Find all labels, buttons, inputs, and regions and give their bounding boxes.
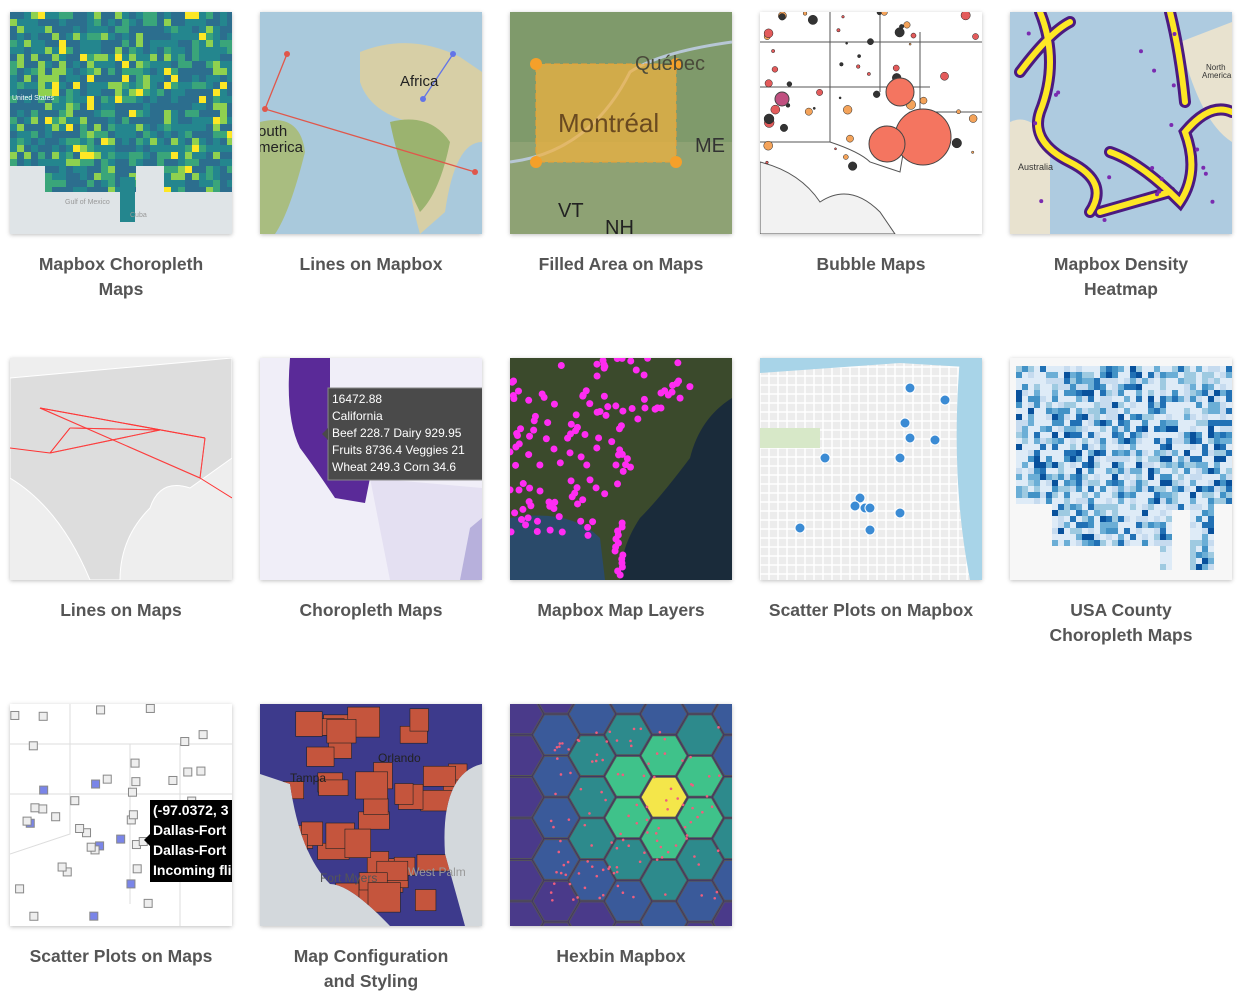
map-label: Gulf of Mexico [65, 199, 110, 206]
gallery-card[interactable]: Mapbox Map Layers [500, 358, 750, 688]
thumbnail[interactable] [510, 704, 732, 926]
map-label: Incoming fli [153, 862, 232, 878]
map-label: ME [695, 135, 725, 157]
thumbnail[interactable] [10, 358, 232, 580]
gallery-card[interactable]: Scatter Plots on Mapbox [750, 358, 1000, 688]
map-label: Orlando [378, 751, 421, 765]
gallery-card[interactable]: United States Gulf of Mexico Cuba Mapbox Ch… [0, 12, 250, 342]
map-label: Tampa [290, 771, 326, 785]
map-label: VT [558, 200, 584, 222]
card-title[interactable]: Lines on Maps [60, 600, 182, 620]
thumbnail[interactable] [1010, 358, 1232, 580]
gallery-card[interactable]: Bubble Maps [750, 12, 1000, 342]
map-label: America [1202, 71, 1232, 80]
map-label: Africa [400, 73, 439, 90]
thumbnail[interactable] [760, 12, 982, 234]
map-label: Australia [1018, 162, 1053, 172]
thumbnail[interactable] [510, 358, 732, 580]
map-label: United States [12, 95, 55, 102]
card-title[interactable]: Hexbin Mapbox [556, 946, 686, 966]
map-label: NH [605, 217, 634, 234]
map-label: Québec [635, 53, 705, 75]
map-label: Beef 228.7 Dairy 929.95 [332, 426, 462, 440]
map-label: 16472.88 [332, 392, 382, 406]
thumbnail[interactable]: (-97.0372, 3 Dallas-Fort Dallas-Fort Incomi… [10, 704, 232, 926]
card-title[interactable]: Filled Area on Maps [538, 254, 704, 274]
map-label: Wheat 249.3 Corn 34.6 [332, 460, 456, 474]
thumbnail[interactable]: United States Gulf of Mexico Cuba [10, 12, 232, 234]
card-title[interactable]: Lines on Mapbox [299, 254, 443, 274]
card-title[interactable]: Choropleth Maps [299, 600, 443, 620]
map-label: Dallas-Fort [153, 822, 226, 838]
card-title[interactable]: Mapbox Choropleth Maps [38, 254, 204, 299]
map-label: Fruits 8736.4 Veggies 21 [332, 443, 465, 457]
card-title[interactable]: Map Configuration and Styling [293, 946, 449, 991]
thumbnail[interactable]: Orlando Tampa Fort Myers West Palm [260, 704, 482, 926]
card-title[interactable]: Scatter Plots on Maps [29, 946, 213, 966]
map-label: merica [260, 139, 304, 156]
map-label: Fort Myers [320, 871, 377, 885]
gallery-card[interactable]: USA County Choropleth Maps [1000, 358, 1240, 688]
card-title[interactable]: Mapbox Density Heatmap [1053, 254, 1189, 299]
gallery-card[interactable]: Lines on Maps [0, 358, 250, 688]
gallery-card[interactable]: Québec Montréal ME VT NH Filled Area on Maps [500, 12, 750, 342]
card-title[interactable]: Scatter Plots on Mapbox [768, 600, 974, 620]
map-label: West Palm [408, 865, 466, 879]
card-title[interactable]: Mapbox Map Layers [537, 600, 705, 620]
gallery-card[interactable]: Hexbin Mapbox [500, 704, 750, 1002]
map-label: Dallas-Fort [153, 842, 226, 858]
thumbnail[interactable]: Québec Montréal ME VT NH [510, 12, 732, 234]
map-label: Cuba [130, 212, 147, 219]
gallery-card[interactable]: 16472.88 California Beef 228.7 Dairy 929.9… [250, 358, 500, 688]
map-label: Montréal [558, 108, 659, 138]
map-label: North [1206, 63, 1226, 72]
card-title[interactable]: Bubble Maps [816, 254, 926, 274]
gallery-card[interactable]: (-97.0372, 3 Dallas-Fort Dallas-Fort Incomi… [0, 704, 250, 1002]
map-label: outh [260, 123, 287, 140]
map-label: California [332, 409, 383, 423]
card-title[interactable]: USA County Choropleth Maps [1049, 600, 1193, 645]
thumbnail[interactable] [760, 358, 982, 580]
gallery-card[interactable]: Africa outh merica Lines on Mapbox [250, 12, 500, 342]
thumbnail[interactable]: 16472.88 California Beef 228.7 Dairy 929.9… [260, 358, 482, 580]
map-label: (-97.0372, 3 [153, 802, 229, 818]
gallery-card[interactable]: Orlando Tampa Fort Myers West Palm Map Confi… [250, 704, 500, 1002]
gallery-card[interactable]: North America Australia Mapbox Density Heat… [1000, 12, 1240, 342]
